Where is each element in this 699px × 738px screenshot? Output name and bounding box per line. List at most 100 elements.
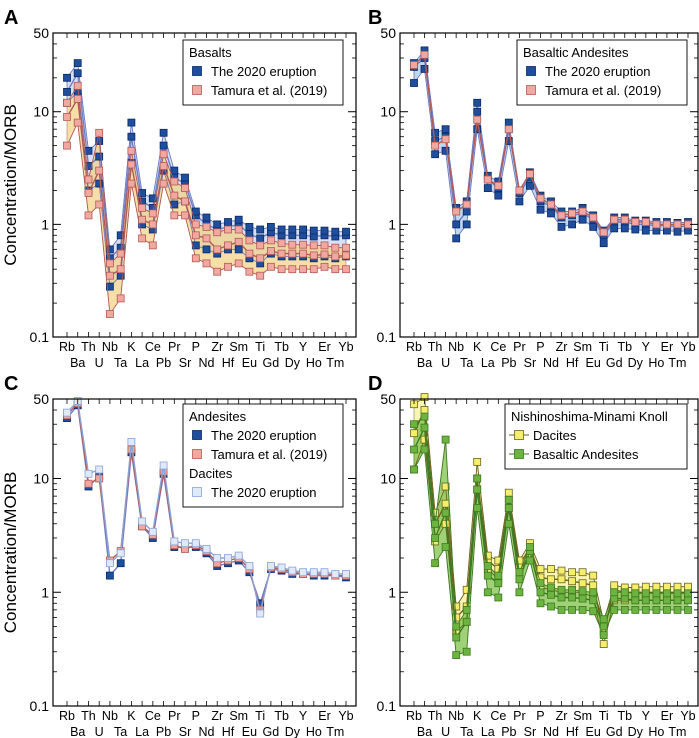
x-tick-label: Th	[428, 340, 443, 354]
data-point	[331, 227, 340, 236]
data-point	[568, 577, 576, 586]
data-point	[673, 220, 682, 229]
y-tick-label: 10	[33, 104, 49, 120]
data-point	[213, 220, 222, 229]
panel-D: D 0.1 1 10 50 Rb Ba Th U Nb TaK La Ce Pb Pr Sr P Nd Zr Hf Sm…	[368, 373, 699, 738]
data-point	[441, 543, 450, 551]
data-point	[181, 197, 189, 206]
data-point	[452, 207, 461, 216]
data-point	[106, 310, 114, 318]
data-point	[410, 420, 418, 429]
data-point	[589, 588, 598, 597]
legend-entry: Basaltic Andesites	[533, 447, 639, 462]
data-point	[202, 213, 211, 222]
x-tick-label: Er	[318, 709, 331, 723]
legend-box	[504, 403, 688, 470]
x-tick-label: Rb	[59, 340, 75, 354]
y-tick-label: 1	[388, 584, 396, 600]
data-point	[663, 606, 671, 614]
panel-A: A Concentration/MORB 0.1 1 10 50 Rb Ba Th U Nb TaKL…	[1, 7, 357, 370]
y-tick-label: 0.1	[377, 329, 397, 345]
data-point	[245, 267, 254, 276]
legend: Basaltic Andesites The 2020 eruption Tamur…	[516, 39, 688, 106]
data-point	[568, 220, 576, 229]
data-point	[599, 640, 608, 648]
data-point	[431, 559, 440, 568]
x-tick-label: Sm	[573, 340, 592, 354]
legend-marker	[514, 430, 524, 440]
x-tick-label: Ba	[70, 356, 85, 370]
data-point	[202, 245, 211, 254]
x-tick-label: Tm	[326, 356, 344, 370]
data-point	[631, 606, 640, 614]
x-tick-label: Pr	[513, 340, 526, 354]
data-point	[127, 118, 136, 127]
legend-box	[182, 39, 344, 106]
data-point	[127, 160, 136, 169]
data-point	[256, 254, 265, 263]
legend: Andesites The 2020 eruption Tamura et al. …	[182, 403, 344, 508]
data-point	[589, 581, 598, 590]
data-point	[441, 146, 450, 155]
data-point	[441, 499, 450, 508]
data-point	[420, 445, 429, 454]
legend-title: Andesites	[189, 409, 247, 424]
data-point	[462, 585, 471, 594]
data-point	[441, 519, 450, 528]
data-point	[138, 517, 147, 526]
x-tick-label: Sr	[179, 725, 192, 738]
data-point	[106, 571, 114, 580]
data-point	[320, 568, 329, 577]
data-point	[452, 234, 461, 243]
data-point	[410, 429, 418, 438]
x-tick-label: Sm	[229, 340, 248, 354]
x-tick-label: Eu	[586, 725, 601, 738]
data-point	[84, 146, 93, 155]
x-tick-label: Ti	[599, 709, 609, 723]
data-point	[148, 527, 157, 536]
data-point	[309, 265, 318, 274]
data-point	[536, 588, 545, 597]
data-point	[116, 249, 125, 258]
data-point	[224, 225, 232, 234]
data-point	[610, 588, 619, 597]
data-point	[309, 226, 318, 235]
x-tick-label: K	[473, 340, 482, 354]
data-point	[191, 539, 200, 548]
x-tick-label: Tm	[668, 356, 686, 370]
data-point	[578, 606, 587, 614]
y-tick-label: 1	[41, 584, 49, 600]
x-tick-label: Sr	[524, 725, 537, 738]
legend-marker	[192, 85, 202, 95]
data-point	[515, 588, 524, 597]
x-tick-label: Hf	[566, 725, 579, 738]
data-point	[610, 606, 619, 614]
data-point	[641, 596, 650, 605]
data-point	[462, 606, 471, 614]
data-point	[277, 265, 286, 274]
x-tick-label: Zr	[211, 340, 223, 354]
data-point	[589, 596, 598, 605]
data-point	[63, 98, 71, 107]
data-point	[420, 50, 429, 59]
data-point	[547, 590, 555, 599]
x-tick-label: Ho	[306, 725, 322, 738]
panel-letter: C	[4, 373, 18, 395]
data-point	[191, 207, 200, 216]
data-point	[73, 95, 82, 103]
plot-frame	[399, 398, 699, 707]
data-point	[299, 265, 308, 274]
x-tick-label: Pb	[156, 356, 171, 370]
x-tick-label: Gd	[263, 356, 280, 370]
data-point	[342, 227, 350, 236]
data-point	[116, 265, 125, 274]
data-point	[320, 226, 329, 235]
data-point	[631, 218, 640, 226]
data-point	[483, 588, 492, 597]
data-point	[504, 495, 513, 504]
x-tick-label: Eu	[586, 356, 601, 370]
y-axis-label: Concentration/MORB	[1, 472, 20, 634]
x-tick-label: Y	[299, 340, 308, 354]
data-point	[420, 406, 429, 414]
data-point	[63, 88, 71, 96]
